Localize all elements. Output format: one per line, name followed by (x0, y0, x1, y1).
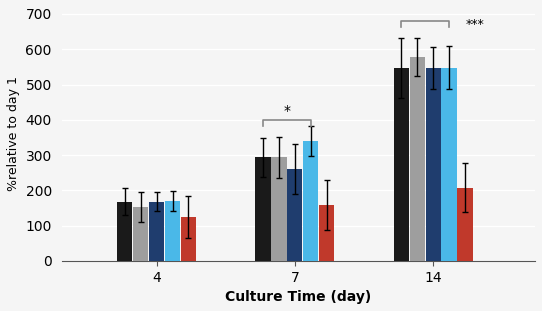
Bar (149, 202, 164, 261)
Bar (425, 68, 441, 261)
Bar (117, 202, 132, 261)
Bar (181, 217, 196, 261)
Bar (287, 169, 302, 261)
Bar (410, 57, 425, 261)
Bar (393, 67, 409, 261)
Text: *: * (283, 104, 291, 118)
Bar (255, 157, 270, 261)
Bar (319, 205, 334, 261)
Bar (303, 141, 318, 261)
Bar (272, 157, 287, 261)
Y-axis label: %relative to day 1: %relative to day 1 (7, 77, 20, 191)
Bar (165, 201, 180, 261)
X-axis label: Culture Time (day): Culture Time (day) (225, 290, 371, 304)
Bar (457, 188, 473, 261)
Text: ***: *** (466, 18, 485, 31)
Bar (441, 67, 456, 261)
Bar (133, 207, 149, 261)
